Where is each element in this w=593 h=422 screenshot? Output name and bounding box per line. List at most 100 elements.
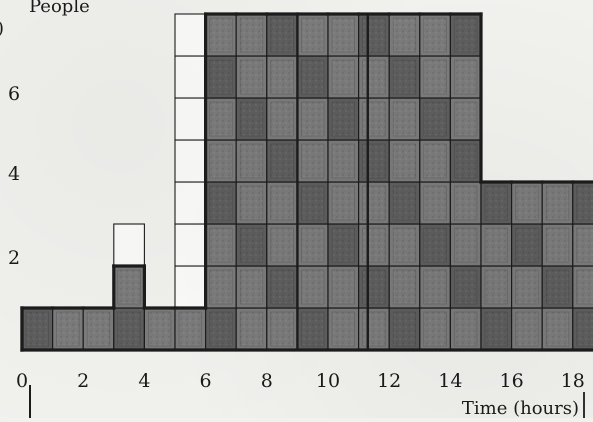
bar-cell xyxy=(511,307,543,351)
bar-cell xyxy=(205,139,237,183)
bar-cell xyxy=(327,139,360,183)
bar-cell xyxy=(205,13,237,57)
x-axis-label: Time (hours) xyxy=(462,398,579,418)
bar-cell xyxy=(174,139,207,183)
bar-cell xyxy=(235,265,268,309)
x-tick-label: 8 xyxy=(261,370,273,392)
bar-cell xyxy=(174,97,207,141)
bar-cell xyxy=(572,181,593,225)
bar-cell xyxy=(296,13,329,57)
bar-cell xyxy=(327,265,360,309)
x-tick-label: 10 xyxy=(316,370,340,392)
bar-cell xyxy=(296,181,329,225)
bar-cell xyxy=(480,307,513,351)
bar-cell xyxy=(419,223,451,267)
bar-cell xyxy=(327,307,360,351)
bar-cell xyxy=(205,55,237,99)
bar-cell xyxy=(358,139,390,183)
bar-cell xyxy=(419,181,451,225)
bar-cell xyxy=(358,307,390,351)
bar-cell xyxy=(388,181,421,225)
bar-cell xyxy=(358,223,390,267)
y-axis-label-fragment: ) xyxy=(0,18,4,39)
bar-cell xyxy=(449,55,482,99)
bar-cell xyxy=(449,223,482,267)
bar-cell xyxy=(511,181,543,225)
bar-cell xyxy=(572,265,593,309)
bar-cell xyxy=(205,223,237,267)
bar-cell xyxy=(327,13,360,57)
x-tick-label: 14 xyxy=(438,370,462,392)
bar-cell xyxy=(235,307,268,351)
bar-cell xyxy=(449,13,482,57)
bar-cell xyxy=(266,55,298,99)
bar-cell xyxy=(235,181,268,225)
bar-cell xyxy=(266,181,298,225)
bar-cell xyxy=(388,307,421,351)
bar-cell xyxy=(51,307,84,351)
bar-cell xyxy=(205,181,237,225)
bar-cell xyxy=(419,265,451,309)
bar-cell xyxy=(266,307,298,351)
bar-cell xyxy=(21,307,54,351)
bar-cell xyxy=(541,181,574,225)
bar-cell xyxy=(205,265,237,309)
bar-cell xyxy=(174,223,207,267)
bar-cell xyxy=(480,181,513,225)
bar-cell xyxy=(449,265,482,309)
bar-cell xyxy=(419,97,451,141)
y-tick-label: 2 xyxy=(8,247,20,269)
bar-cell xyxy=(266,139,298,183)
bar-cell xyxy=(235,139,268,183)
bar-cell xyxy=(327,223,360,267)
bar-cell xyxy=(266,13,298,57)
bar-cell xyxy=(296,55,329,99)
bar-cell xyxy=(296,265,329,309)
bar-cell xyxy=(358,181,390,225)
bar-cell xyxy=(235,97,268,141)
y-axis: 2 4 6 People) xyxy=(0,0,90,269)
bar-cell xyxy=(235,55,268,99)
bar-cell xyxy=(296,307,329,351)
bar-cell xyxy=(572,223,593,267)
bar-outlines xyxy=(20,12,593,352)
bar-cell xyxy=(113,223,145,267)
bar-cell xyxy=(541,265,574,309)
x-tick-label: 0 xyxy=(16,370,28,392)
bar-cell xyxy=(388,139,421,183)
bar-cell xyxy=(235,223,268,267)
bar-cell xyxy=(358,265,390,309)
bar-cell xyxy=(388,55,421,99)
x-tick-label: 12 xyxy=(377,370,401,392)
bar-cell xyxy=(541,223,574,267)
bar-cell xyxy=(174,265,207,309)
bar-cell xyxy=(205,97,237,141)
bar-cell xyxy=(296,223,329,267)
bar-cell xyxy=(358,55,390,99)
x-axis: 0 2 4 6 8 10 12 14 16 18 Time (hours) xyxy=(16,370,585,419)
bar-cell xyxy=(113,265,146,309)
bar-cell xyxy=(419,55,451,99)
bar-cell xyxy=(449,97,482,141)
bar-cell xyxy=(296,97,329,141)
bar-cell xyxy=(296,139,329,183)
bar-cell xyxy=(174,181,207,225)
bar-cell xyxy=(480,223,513,267)
bar-cell xyxy=(541,307,574,351)
bar-cell xyxy=(266,265,298,309)
bar-cell xyxy=(511,265,543,309)
bar-cell xyxy=(82,307,115,351)
bar-cell xyxy=(327,181,360,225)
bar-cell xyxy=(113,307,146,351)
bar-cell xyxy=(511,223,543,267)
bar-cell xyxy=(388,13,421,57)
y-axis-label: People xyxy=(29,0,90,17)
bar-cell xyxy=(388,265,421,309)
bar-cell xyxy=(449,181,482,225)
bar-cell xyxy=(266,223,298,267)
bar-cell xyxy=(449,307,482,351)
bar-cell xyxy=(419,139,451,183)
bar-cell xyxy=(266,97,298,141)
